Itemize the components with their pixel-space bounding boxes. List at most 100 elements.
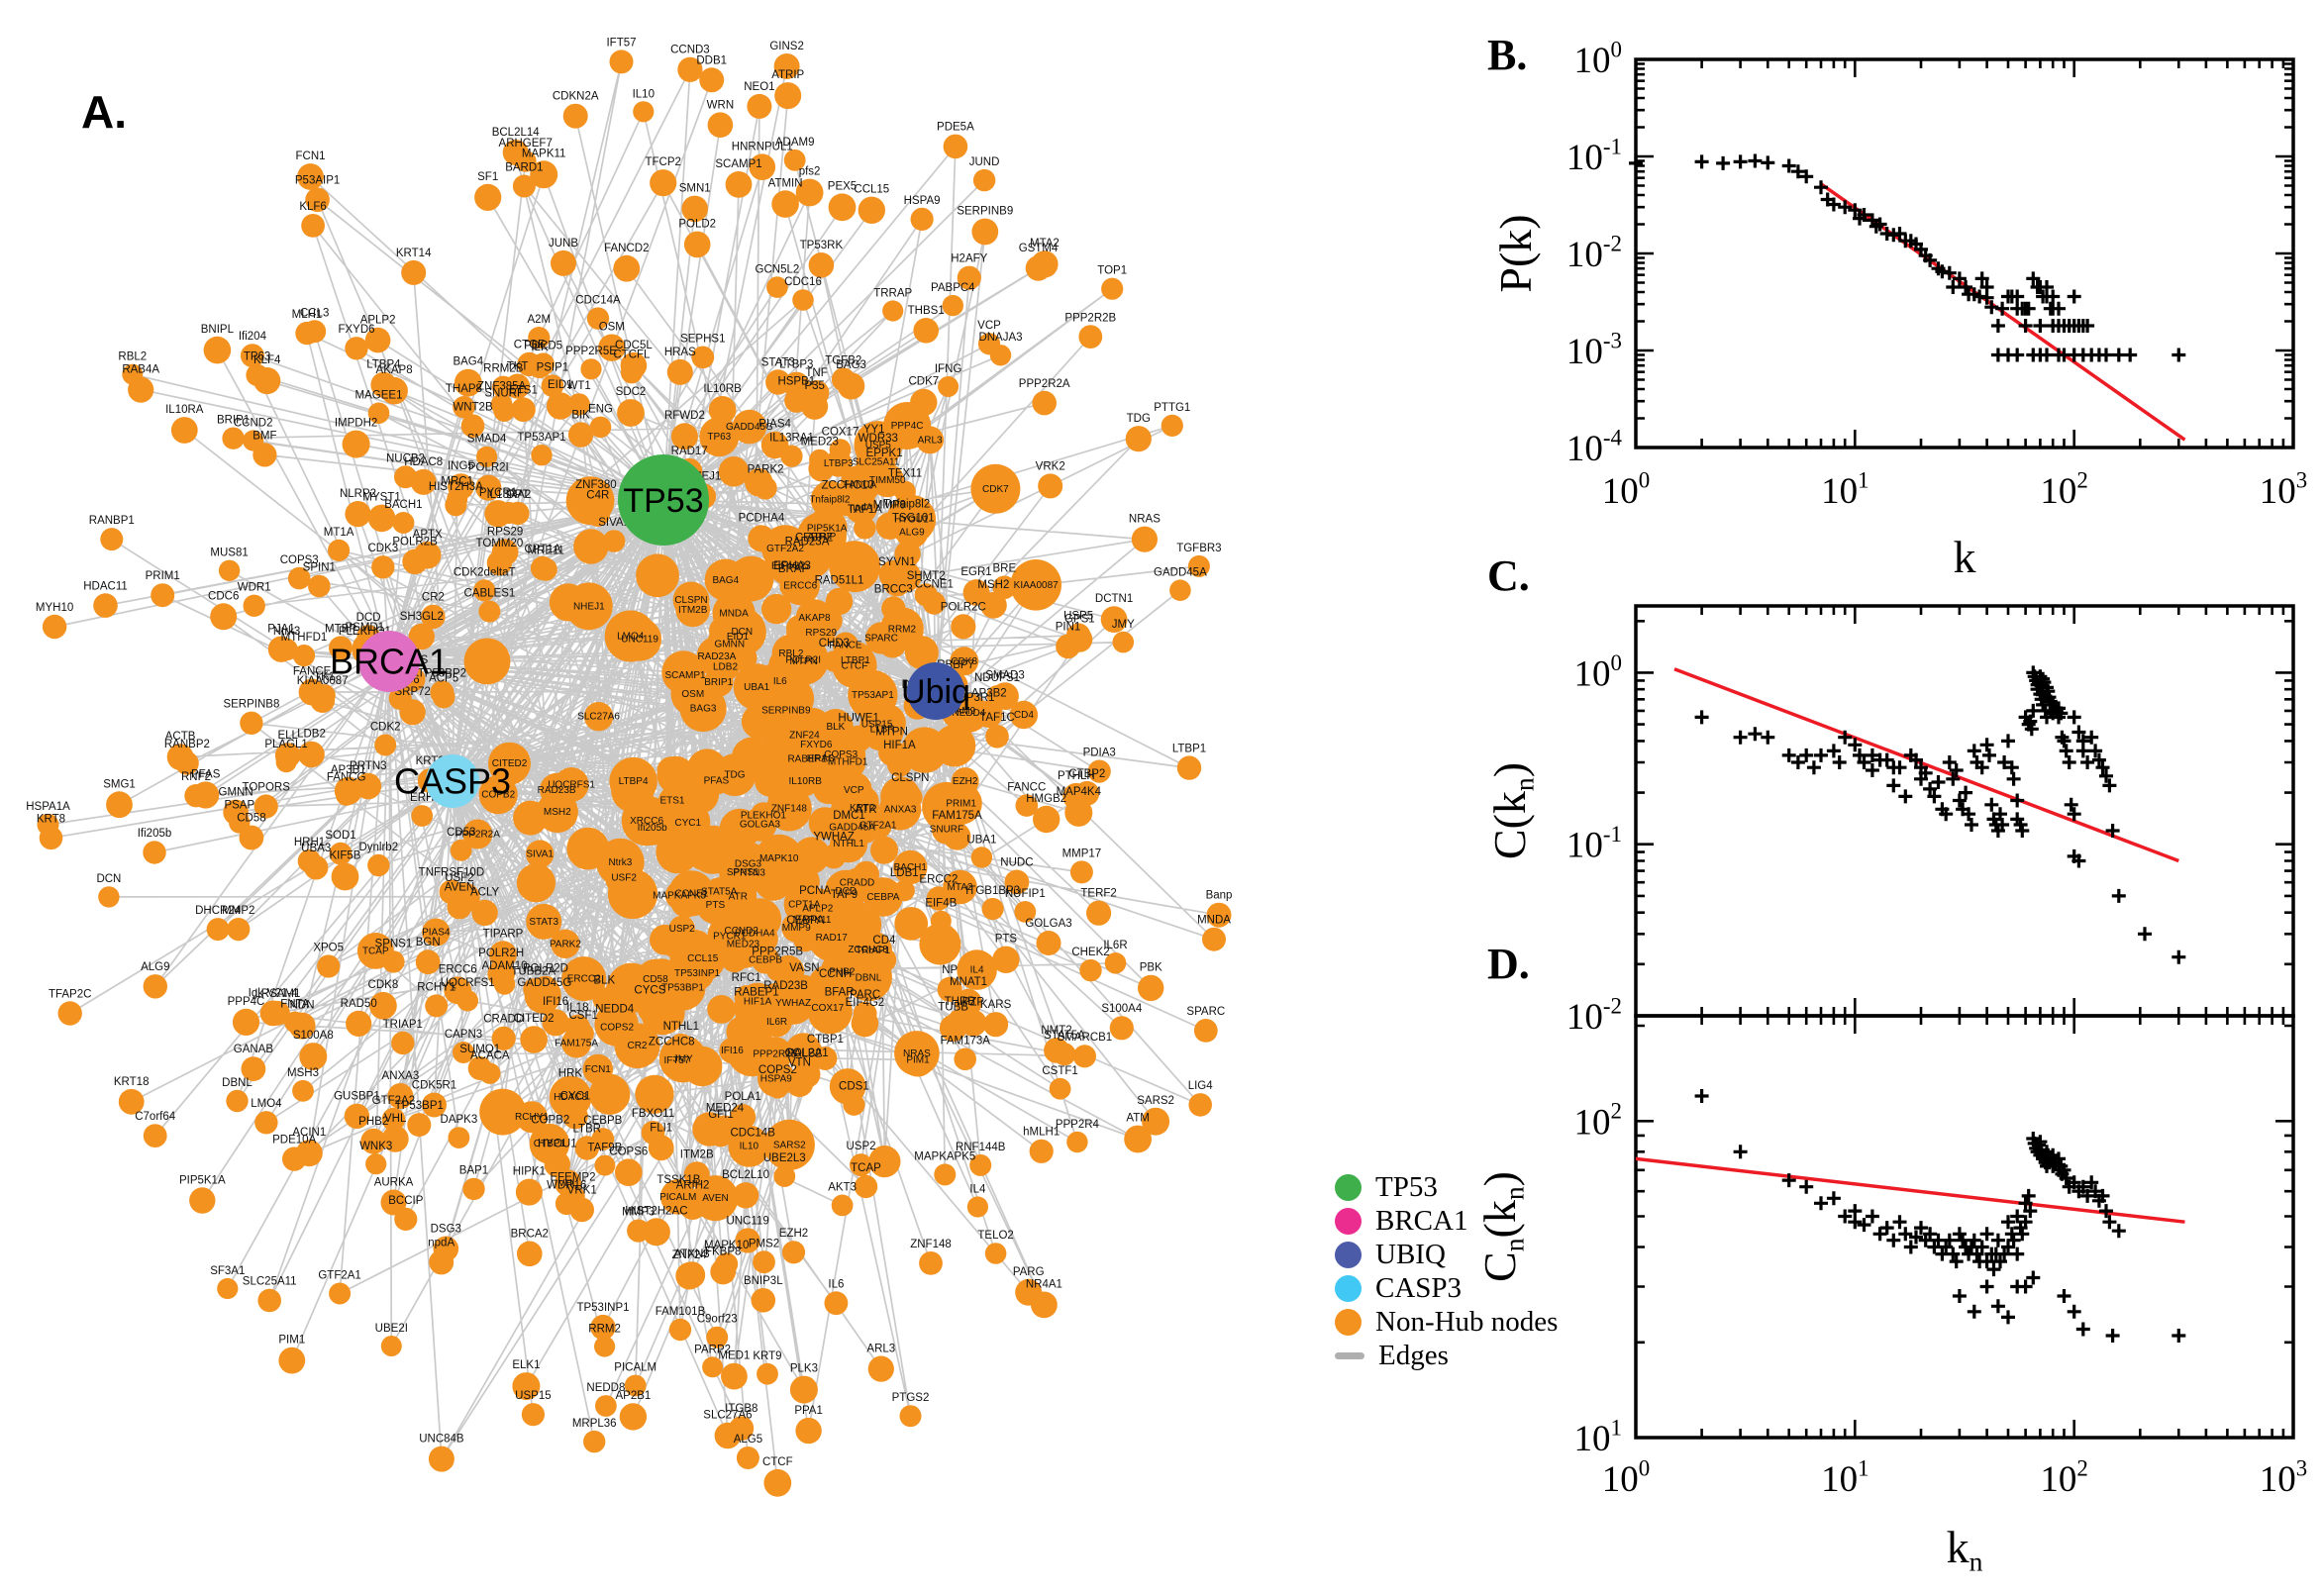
network-node xyxy=(478,775,518,815)
gene-label: ALG5 xyxy=(734,1434,762,1446)
gene-label: HMGB2 xyxy=(1026,793,1066,805)
gene-label: Banp xyxy=(1206,890,1233,902)
gene-label: FANCE xyxy=(293,666,332,678)
tick-label: 103 xyxy=(2260,467,2307,512)
network-node xyxy=(98,886,120,908)
network-node xyxy=(615,1158,643,1186)
gene-label: ATMIN xyxy=(768,177,803,189)
network-node xyxy=(969,1153,992,1176)
gene-label: CAPN3 xyxy=(445,1029,482,1041)
gene-label: BRE xyxy=(992,562,1016,574)
gene-label: GUSBP1 xyxy=(334,1091,380,1103)
network-node xyxy=(227,918,251,942)
gene-label: PHB2 xyxy=(358,1116,388,1128)
network-node xyxy=(1072,1045,1096,1068)
network-node xyxy=(1188,1093,1212,1117)
gene-label: FAM101B xyxy=(656,1306,706,1318)
network-node xyxy=(986,685,1008,706)
gene-label: UQCRFS1 xyxy=(441,977,495,989)
network-node xyxy=(259,1000,286,1027)
network-node xyxy=(824,1291,849,1316)
gene-label: ATRIP xyxy=(808,532,837,543)
gene-label: LTBP4 xyxy=(366,359,401,371)
gene-label: SCAMP1 xyxy=(664,670,706,681)
gene-label: IL4 xyxy=(970,965,984,976)
network-node xyxy=(1025,255,1052,281)
gene-label: POLR2C xyxy=(941,601,986,613)
network-node xyxy=(1015,794,1039,817)
gene-label: DSG3 xyxy=(431,1224,461,1236)
gene-label: PDCD5 xyxy=(524,340,562,351)
network-node xyxy=(473,579,496,602)
gene-label: MTA2 xyxy=(948,882,973,893)
gene-label: RRM2B xyxy=(483,363,524,375)
network-node xyxy=(677,56,703,82)
network-node xyxy=(1004,869,1030,895)
gene-label: LDB1 xyxy=(890,867,919,879)
network-node xyxy=(474,183,502,211)
network-node xyxy=(528,327,551,349)
tick-label: 10-4 xyxy=(1566,425,1623,469)
gene-label: KRT18 xyxy=(114,1076,150,1088)
gene-label: TDG xyxy=(724,770,745,781)
gene-label: PJA1 xyxy=(267,624,295,636)
network-node xyxy=(329,842,353,865)
network-node xyxy=(851,1009,879,1038)
network-node xyxy=(1124,1125,1152,1153)
network-node xyxy=(1062,782,1090,810)
network-node xyxy=(773,53,800,79)
gene-label: HUWE1 xyxy=(838,713,879,725)
network-node xyxy=(567,393,590,416)
gene-label: FCN1 xyxy=(295,150,325,162)
network-node xyxy=(901,727,948,773)
network-node xyxy=(688,825,738,874)
network-node xyxy=(502,140,529,165)
gene-label: PBK xyxy=(1140,962,1162,974)
network-node xyxy=(1036,931,1061,955)
gene-label: MAPK10 xyxy=(704,1240,749,1251)
network-node xyxy=(748,525,775,552)
network-node xyxy=(938,376,960,397)
gene-label: AVEN xyxy=(445,881,474,893)
gene-label: ERCC2 xyxy=(919,873,958,885)
gene-label: STAT3 xyxy=(761,356,795,368)
tick-label: 102 xyxy=(1574,1099,1622,1144)
gene-label: TAF1A xyxy=(848,504,882,516)
network-node xyxy=(773,1165,796,1187)
network-node xyxy=(380,1336,402,1356)
panel-label-c: C. xyxy=(1487,551,1530,600)
gene-label: RPS29 xyxy=(487,526,523,538)
gene-label: S100A4 xyxy=(1101,1003,1143,1015)
gene-label: PPP2R4 xyxy=(1056,1119,1100,1131)
gene-label: IFT57 xyxy=(664,1055,691,1066)
gene-label: DSG3 xyxy=(735,859,762,870)
network-node xyxy=(292,645,316,667)
gene-label: UBA3 xyxy=(301,843,331,854)
gene-label: APLP2 xyxy=(360,315,396,327)
network-node xyxy=(218,559,241,581)
gene-label: PPP2R5B xyxy=(752,947,803,958)
gene-label: TELO2 xyxy=(977,1230,1013,1242)
network-node xyxy=(870,836,898,864)
network-node xyxy=(681,195,708,223)
network-node xyxy=(410,468,437,495)
network-node xyxy=(619,1403,648,1431)
gene-label: USP5 xyxy=(1063,610,1093,622)
gene-label: EIF4G2 xyxy=(846,997,885,1009)
gene-label: CTBP1 xyxy=(807,1034,844,1046)
gene-label: ARL3 xyxy=(918,435,943,446)
gene-label: TP53BP1 xyxy=(395,1100,444,1112)
gene-label: PEX5 xyxy=(828,180,857,192)
network-node xyxy=(854,1174,878,1199)
gene-label: HSPA1A xyxy=(26,801,70,813)
axis-ticks xyxy=(1634,606,2295,1018)
gene-label: TNF xyxy=(805,367,827,379)
tick-label: 10-2 xyxy=(1566,231,1622,275)
network-node xyxy=(1193,1019,1218,1043)
gene-label: NDN xyxy=(290,1000,315,1012)
network-node xyxy=(966,1196,989,1218)
gene-label: EZH2 xyxy=(953,776,978,787)
gene-label: BGN xyxy=(416,937,441,948)
scatter-points xyxy=(1629,153,2186,362)
network-node xyxy=(453,1042,474,1063)
